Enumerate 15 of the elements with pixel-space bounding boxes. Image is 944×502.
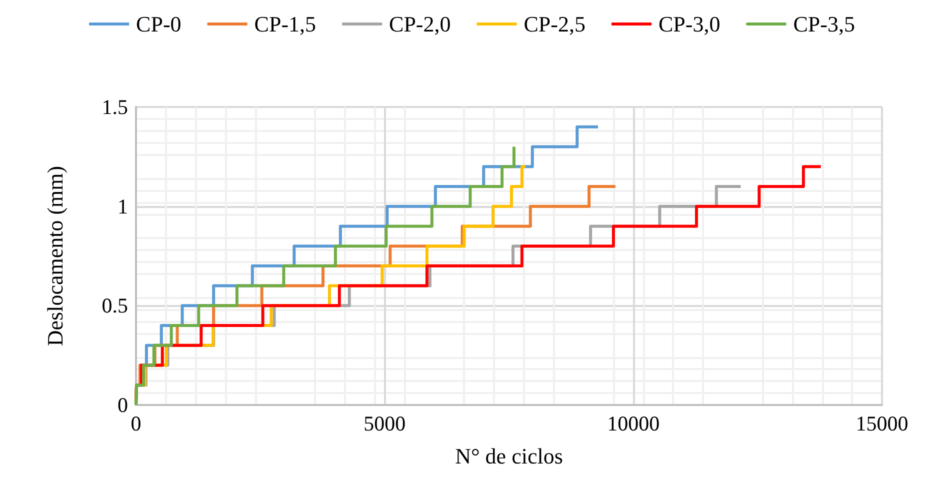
- x-tick-label: 15000: [856, 412, 908, 436]
- y-tick-label: 0.5: [102, 294, 128, 318]
- legend-label: CP-0: [136, 12, 182, 36]
- legend-label: CP-2,0: [389, 12, 451, 36]
- y-tick-label: 1: [118, 194, 128, 218]
- y-axis-title: Deslocamento (mm): [42, 166, 68, 346]
- x-axis-title: N° de ciclos: [455, 444, 563, 468]
- legend-label: CP-3,5: [793, 12, 855, 36]
- y-tick-label: 0: [118, 393, 128, 417]
- legend-label: CP-2,5: [524, 12, 586, 36]
- legend-label: CP-1,5: [254, 12, 316, 36]
- x-tick-label: 10000: [607, 412, 660, 436]
- legend-label: CP-3,0: [658, 12, 720, 36]
- y-tick-label: 1.5: [102, 95, 128, 119]
- x-tick-label: 5000: [364, 412, 406, 436]
